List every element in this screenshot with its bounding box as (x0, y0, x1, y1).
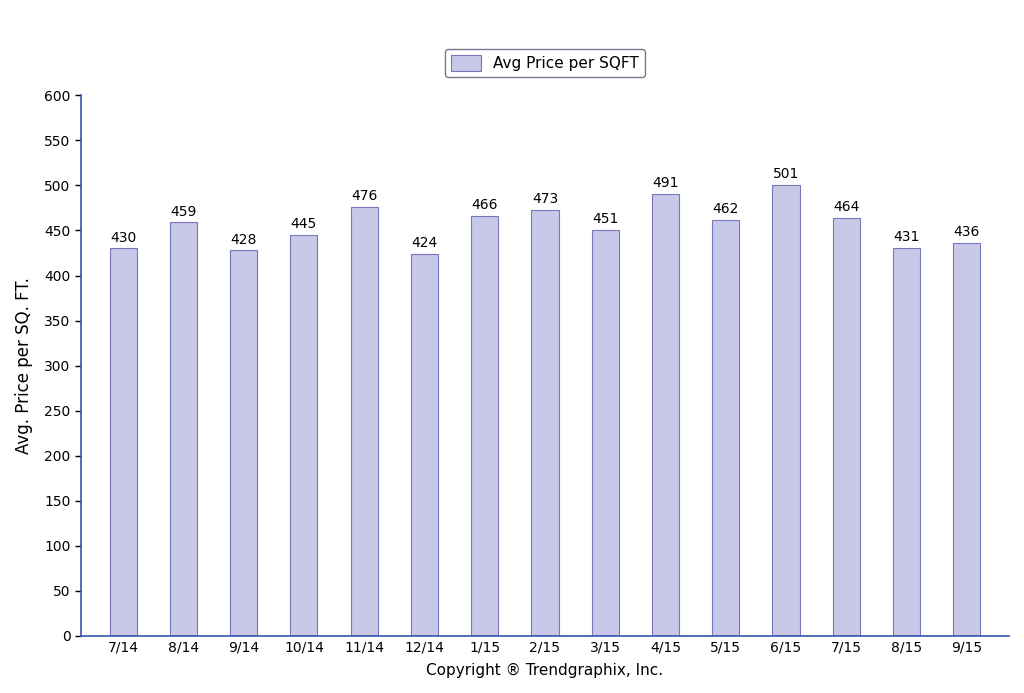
Text: 473: 473 (531, 192, 558, 206)
Text: 466: 466 (471, 198, 498, 213)
Legend: Avg Price per SQFT: Avg Price per SQFT (444, 49, 645, 77)
Text: 424: 424 (412, 236, 437, 250)
Text: 451: 451 (592, 212, 618, 226)
Text: 436: 436 (953, 225, 980, 240)
Bar (170, 222, 197, 635)
Bar (291, 235, 317, 635)
Bar (592, 229, 618, 635)
Text: 428: 428 (230, 233, 257, 247)
Text: 431: 431 (893, 230, 920, 244)
Bar (712, 220, 739, 635)
Text: 445: 445 (291, 218, 317, 231)
Text: 464: 464 (834, 200, 859, 214)
Text: 491: 491 (652, 176, 679, 190)
Text: 430: 430 (110, 231, 136, 245)
Bar (411, 254, 438, 635)
Text: 462: 462 (713, 202, 739, 216)
Bar (833, 218, 860, 635)
Y-axis label: Avg. Price per SQ. FT.: Avg. Price per SQ. FT. (15, 277, 33, 454)
Bar (531, 210, 558, 635)
Bar (953, 243, 980, 635)
Text: 476: 476 (351, 189, 377, 204)
X-axis label: Copyright ® Trendgraphix, Inc.: Copyright ® Trendgraphix, Inc. (426, 663, 664, 678)
Bar (350, 207, 378, 635)
Bar (893, 247, 921, 635)
Bar (772, 184, 800, 635)
Bar (110, 249, 136, 635)
Bar (471, 216, 499, 635)
Bar (652, 193, 679, 635)
Bar (230, 250, 257, 635)
Text: 501: 501 (773, 167, 799, 181)
Text: 459: 459 (170, 204, 197, 219)
